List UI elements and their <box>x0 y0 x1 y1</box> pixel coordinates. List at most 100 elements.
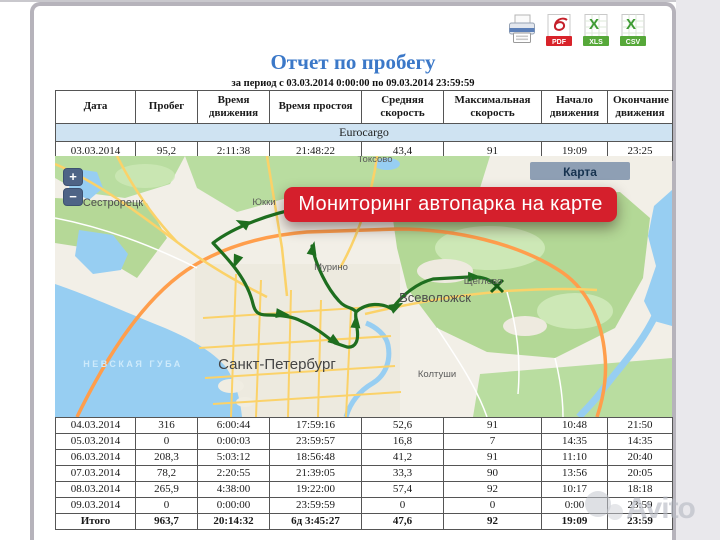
route-end-marker <box>489 278 505 294</box>
map-label-nevskaya-guba: НЕВСКАЯ ГУБА <box>83 359 182 369</box>
table-cell: 10:48 <box>541 417 608 434</box>
table-cell: 47,6 <box>361 513 444 530</box>
vehicle-group-name: Eurocargo <box>55 123 673 142</box>
table-cell: 90 <box>443 465 542 482</box>
table-cell: 20:40 <box>607 449 673 466</box>
table-row: 04.03.2014 316 6:00:44 17:59:16 52,6 91 10:48 2… <box>55 417 673 434</box>
csv-label: CSV <box>626 39 641 46</box>
table-cell: 0:00:00 <box>197 497 270 514</box>
table-cell: 21:50 <box>607 417 673 434</box>
table-cell: 23:59:59 <box>269 497 362 514</box>
table-cell: 41,2 <box>361 449 444 466</box>
map-label-murino: Мурино <box>314 262 348 273</box>
table-cell: 04.03.2014 <box>55 417 136 434</box>
table-cell: 09.03.2014 <box>55 497 136 514</box>
map-label-spb: Санкт-Петербург <box>218 356 336 373</box>
table-cell: 23:59:57 <box>269 433 362 450</box>
table-cell: 19:22:00 <box>269 481 362 498</box>
map-label-sestroretsk: Сестрорецк <box>83 197 143 209</box>
table-cell: 0 <box>443 497 542 514</box>
map-layer-button[interactable]: Карта <box>530 162 630 180</box>
table-cell: 16,8 <box>361 433 444 450</box>
table-cell: 08.03.2014 <box>55 481 136 498</box>
column-header: Дата <box>55 90 136 124</box>
table-cell: 23:59 <box>607 497 673 514</box>
table-cell: 0 <box>135 497 198 514</box>
table-cell: 18:18 <box>607 481 673 498</box>
table-cell: 92 <box>443 513 542 530</box>
map-label-scheglovo: Щеглово <box>464 276 503 287</box>
table-cell: 33,3 <box>361 465 444 482</box>
right-gutter <box>676 0 720 540</box>
table-row: 07.03.2014 78,2 2:20:55 21:39:05 33,3 90 13:56… <box>55 465 673 482</box>
total-row: Итого 963,7 20:14:32 6д 3:45:27 47,6 92 19:09 2… <box>55 513 673 530</box>
table-cell: 20:05 <box>607 465 673 482</box>
table-cell: 78,2 <box>135 465 198 482</box>
export-csv-button[interactable]: X CSV <box>618 14 648 48</box>
table-cell: Итого <box>55 513 136 530</box>
table-cell: 4:38:00 <box>197 481 270 498</box>
table-cell: 0 <box>135 433 198 450</box>
table-cell: 20:14:32 <box>197 513 270 530</box>
table-row: 06.03.2014 208,3 5:03:12 18:56:48 41,2 91 11:1… <box>55 449 673 466</box>
column-header: Пробег <box>135 90 198 124</box>
zoom-in-button[interactable]: + <box>63 168 83 186</box>
map-label-vsevolozhsk: Всеволожск <box>399 290 471 305</box>
map-zoom-controls: + − <box>63 168 83 208</box>
table-cell: 0:00 <box>541 497 608 514</box>
vehicle-group-row: Eurocargo <box>55 123 673 142</box>
table-row: 09.03.2014 0 0:00:00 23:59:59 0 0 0:00 23:59 <box>55 497 673 514</box>
table-cell: 06.03.2014 <box>55 449 136 466</box>
table-cell: 23:59 <box>607 513 673 530</box>
table-cell: 0:00:03 <box>197 433 270 450</box>
map-label-koltushi: Колтуши <box>418 369 456 380</box>
table-row: 08.03.2014 265,9 4:38:00 19:22:00 57,4 92 10:1… <box>55 481 673 498</box>
table-cell: 91 <box>443 417 542 434</box>
table-cell: 963,7 <box>135 513 198 530</box>
xls-label: XLS <box>589 39 603 46</box>
export-xls-button[interactable]: X XLS <box>581 14 611 48</box>
table-cell: 17:59:16 <box>269 417 362 434</box>
table-cell: 6:00:44 <box>197 417 270 434</box>
promo-banner: Мониторинг автопарка на карте <box>284 187 617 222</box>
pdf-label: PDF <box>552 39 567 46</box>
table-cell: 57,4 <box>361 481 444 498</box>
column-header: Средняя скорость <box>361 90 444 124</box>
column-header: Время простоя <box>269 90 362 124</box>
pdf-icon: PDF <box>546 14 572 46</box>
print-button[interactable] <box>507 14 537 48</box>
column-header: Окончание движения <box>607 90 673 124</box>
table-cell: 14:35 <box>541 433 608 450</box>
page-title: Отчет по пробегу <box>270 50 436 74</box>
mileage-table-bottom: 04.03.2014 316 6:00:44 17:59:16 52,6 91 10:48 2… <box>55 417 673 530</box>
xls-icon: X XLS <box>583 14 609 46</box>
printer-icon <box>509 14 535 43</box>
table-cell: 2:20:55 <box>197 465 270 482</box>
export-pdf-button[interactable]: PDF <box>544 14 574 48</box>
table-cell: 52,6 <box>361 417 444 434</box>
zoom-out-button[interactable]: − <box>63 188 83 206</box>
map-label-toksovo: Токсово <box>358 156 393 165</box>
table-cell: 07.03.2014 <box>55 465 136 482</box>
table-cell: 0 <box>361 497 444 514</box>
table-cell: 316 <box>135 417 198 434</box>
table-header: Дата Пробег Время движения Время простоя Сре… <box>55 90 673 124</box>
table-cell: 92 <box>443 481 542 498</box>
table-cell: 13:56 <box>541 465 608 482</box>
x-glyph: X <box>626 16 636 33</box>
column-header: Время движения <box>197 90 270 124</box>
x-glyph: X <box>589 16 599 33</box>
table-cell: 5:03:12 <box>197 449 270 466</box>
table-cell: 21:39:05 <box>269 465 362 482</box>
table-cell: 18:56:48 <box>269 449 362 466</box>
column-header: Максимальная скорость <box>443 90 542 124</box>
table-cell: 91 <box>443 449 542 466</box>
table-cell: 6д 3:45:27 <box>269 513 362 530</box>
report-period: за период с 03.03.2014 0:00:00 по 09.03.… <box>231 78 475 89</box>
table-cell: 208,3 <box>135 449 198 466</box>
export-toolbar: PDF X XLS X CSV <box>507 14 648 48</box>
report-panel: PDF X XLS X CSV <box>30 2 676 540</box>
table-cell: 19:09 <box>541 513 608 530</box>
table-cell: 14:35 <box>607 433 673 450</box>
